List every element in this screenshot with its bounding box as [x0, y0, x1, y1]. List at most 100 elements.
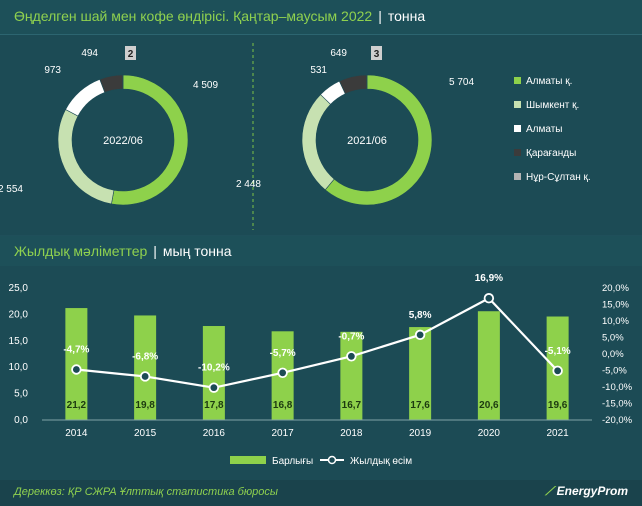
bar-value-label: 21,2 — [67, 400, 87, 411]
legend-swatch-3 — [514, 149, 521, 156]
bar-value-label: 17,8 — [204, 400, 224, 411]
legend-swatch-4 — [514, 173, 521, 180]
x-tick-label: 2020 — [478, 428, 501, 439]
y2-tick-label: -15,0% — [602, 399, 633, 410]
growth-point-2021 — [552, 365, 563, 377]
legend-label: Шымкент қ. — [526, 100, 579, 111]
legend-label: Алматы қ. — [526, 76, 572, 87]
section2-separator: | — [153, 243, 157, 259]
growth-value-label: -5,7% — [270, 348, 296, 359]
y-tick-label: 15,0 — [9, 336, 29, 347]
x-tick-label: 2019 — [409, 428, 432, 439]
donut-value-label: 2 — [128, 49, 134, 60]
bar-value-label: 16,8 — [273, 400, 293, 411]
footer: Дереккөз: ҚР СЖРА Ұлттық статистика бюро… — [0, 480, 642, 506]
donut-value-label: 3 — [374, 49, 380, 60]
y2-tick-label: 15,0% — [602, 300, 629, 311]
y-tick-label: 25,0 — [9, 283, 29, 294]
donut-value-label: 5 704 — [449, 77, 474, 88]
bar-2014 — [65, 308, 88, 420]
legend-swatch-1 — [514, 101, 521, 108]
growth-point-2018 — [346, 351, 357, 362]
brand-name: EnergyProm — [556, 484, 628, 498]
y2-tick-label: 20,0% — [602, 283, 629, 294]
donut-slice-1 — [301, 94, 335, 191]
x-tick-label: 2014 — [65, 428, 88, 439]
x-tick-label: 2015 — [134, 428, 157, 439]
legend-line-marker — [327, 455, 337, 465]
growth-value-label: -10,2% — [198, 363, 230, 374]
value-box-4 — [125, 46, 136, 60]
legend-swatch-2 — [514, 125, 521, 132]
y-tick-label: 20,0 — [9, 309, 29, 320]
donut-value-label: 4 509 — [193, 80, 218, 91]
growth-value-label: -4,7% — [63, 345, 89, 356]
legend-label: Қарағанды — [526, 148, 576, 159]
bar-2016 — [202, 326, 225, 420]
donut-slice-0 — [324, 74, 433, 206]
growth-point-2017 — [277, 367, 288, 379]
x-tick-label: 2017 — [272, 428, 295, 439]
growth-point-2014 — [71, 364, 82, 375]
donut-charts: 2022/06 4 509 2 554 973 494 2 2021/06 5 704 2 4… — [0, 43, 591, 230]
growth-value-label: -6,8% — [132, 351, 158, 362]
donut-value-label: 2 554 — [0, 184, 23, 195]
donut-value-label: 531 — [310, 65, 327, 76]
growth-point-2016 — [208, 382, 220, 393]
pie-legend: Алматы қ. Шымкент қ. Алматы Қарағанды Нұр-Сұ… — [514, 76, 591, 183]
legend-bar-swatch — [230, 456, 266, 464]
y2-tick-label: -20,0% — [602, 415, 633, 426]
x-tick-label: 2021 — [547, 428, 570, 439]
donut-center-label: 2021/06 — [347, 135, 387, 147]
y-tick-label: 10,0 — [9, 362, 29, 373]
title-separator: | — [378, 8, 382, 24]
bar-value-label: 17,6 — [410, 400, 430, 411]
y-tick-label: 5,0 — [14, 389, 28, 400]
donut-slice-1 — [57, 109, 115, 205]
growth-value-label: -0,7% — [338, 331, 364, 342]
legend-label: Нұр-Сұлтан қ. — [526, 172, 591, 183]
header-bar: Өңделген шай мен кофе өндірісі. Қаңтар–м… — [0, 0, 642, 35]
growth-value-label: 5,8% — [409, 310, 432, 321]
section2-unit: мың тонна — [162, 243, 232, 259]
annual-chart-panel: 0,0 5,0 10,0 15,0 20,0 25,0 -20,0% -15,0% -10,0%… — [0, 266, 642, 480]
bar-2020 — [477, 311, 500, 420]
annual-combo-chart: 0,0 5,0 10,0 15,0 20,0 25,0 -20,0% -15,0% -10,0%… — [9, 273, 633, 467]
legend-swatch-0 — [514, 77, 521, 84]
x-tick-label: 2018 — [340, 428, 363, 439]
bar-2015 — [134, 315, 157, 420]
brand-logo: ⟋ EnergyProm — [545, 484, 628, 499]
bar-value-label: 19,8 — [135, 400, 155, 411]
brand-icon: ⟋ — [545, 484, 554, 498]
legend-label: Алматы — [526, 124, 563, 135]
growth-point-2015 — [139, 371, 151, 382]
donut-slice-2 — [65, 78, 106, 117]
y2-tick-label: -5,0% — [602, 366, 627, 377]
y2-tick-label: 0,0% — [602, 349, 624, 360]
donut-value-label: 973 — [44, 65, 61, 76]
growth-point-2020 — [483, 293, 495, 304]
donut-2022: 2022/06 4 509 2 554 973 494 2 — [0, 46, 218, 206]
y2-tick-label: -10,0% — [602, 382, 633, 393]
section2-header: Жылдық мәліметтер | мың тонна — [0, 236, 642, 266]
value-box-4 — [371, 46, 382, 60]
legend-bar-label: Барлығы — [272, 456, 313, 467]
donut-panel: 2022/06 4 509 2 554 973 494 2 2021/06 5 704 2 4… — [0, 35, 642, 235]
section2-title: Жылдық мәліметтер | мың тонна — [14, 243, 232, 259]
donut-center-label: 2022/06 — [103, 135, 143, 147]
donut-value-label: 494 — [81, 48, 98, 59]
y-tick-label: 0,0 — [14, 415, 28, 426]
title-unit: тонна — [387, 8, 426, 24]
page-title: Өңделген шай мен кофе өндірісі. Қаңтар–м… — [14, 8, 426, 24]
growth-line — [76, 296, 559, 389]
donut-value-label: 649 — [330, 48, 347, 59]
y2-tick-label: 10,0% — [602, 316, 629, 327]
bar-value-label: 20,6 — [479, 400, 499, 411]
bar-2019 — [409, 327, 432, 420]
y2-tick-label: 5,0% — [602, 333, 624, 344]
growth-value-label: 16,9% — [475, 273, 503, 284]
bar-value-label: 16,7 — [342, 400, 362, 411]
growth-value-label: -5,1% — [545, 346, 571, 357]
donut-value-label: 2 448 — [236, 179, 261, 190]
